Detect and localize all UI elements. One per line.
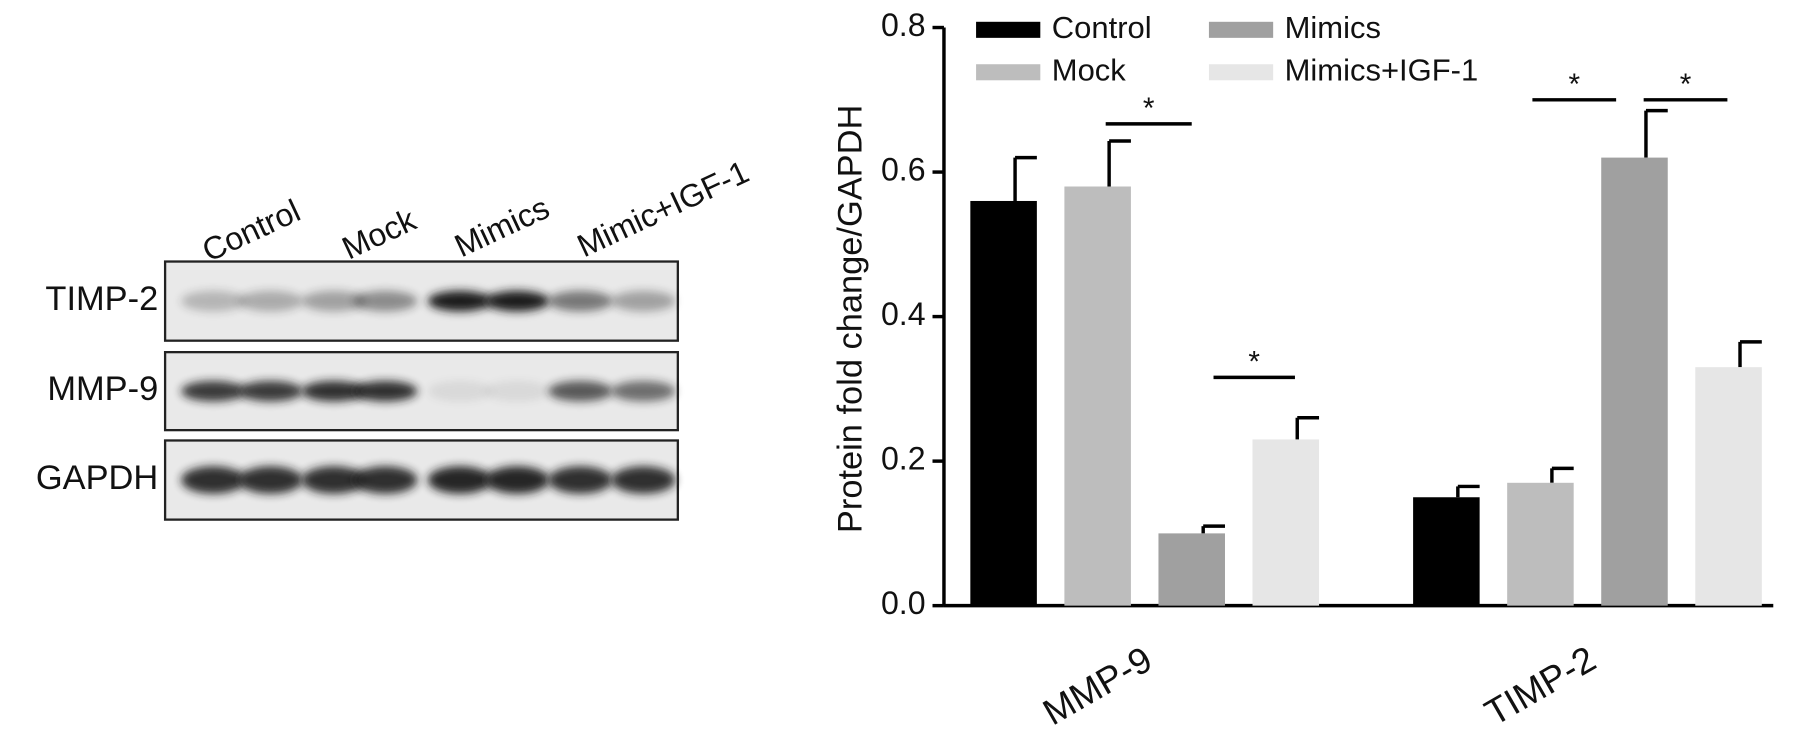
- blot-band: [485, 290, 550, 312]
- bar: [1601, 157, 1668, 606]
- y-tick-label: 0.0: [881, 585, 926, 621]
- significance-label: *: [1143, 92, 1155, 125]
- blot-band: [611, 466, 676, 494]
- blot-band: [301, 466, 366, 494]
- blot-band: [301, 380, 366, 402]
- significance-label: *: [1248, 345, 1260, 378]
- blot-band: [181, 290, 246, 312]
- y-tick-label: 0.8: [881, 7, 926, 43]
- legend-label: Mock: [1052, 52, 1127, 87]
- y-tick-label: 0.2: [881, 441, 926, 477]
- blot-band: [353, 380, 418, 402]
- blot-band: [485, 380, 550, 402]
- y-tick-label: 0.6: [881, 152, 926, 188]
- blot-row-label: TIMP-2: [45, 280, 158, 318]
- blot-band: [353, 290, 418, 312]
- bar: [1507, 482, 1574, 606]
- blot-band: [548, 380, 613, 402]
- legend-swatch: [1208, 64, 1274, 81]
- blot-band: [238, 466, 303, 494]
- significance-label: *: [1680, 68, 1692, 101]
- lane-label: Mock: [337, 201, 423, 266]
- legend-swatch: [976, 64, 1041, 81]
- blot-band: [353, 466, 418, 494]
- lane-label: Mimic+IGF-1: [572, 153, 755, 264]
- significance-label: *: [1568, 68, 1580, 101]
- blot-band: [548, 466, 613, 494]
- lane-label: Mimics: [449, 189, 555, 264]
- y-axis-label: Protein fold change/GAPDH: [831, 105, 869, 533]
- x-tick-label: TIMP-2: [1478, 638, 1603, 734]
- blot-band: [238, 290, 303, 312]
- blot-band: [611, 380, 676, 402]
- legend-swatch: [1208, 21, 1274, 38]
- blot-band: [611, 290, 676, 312]
- x-tick-label: MMP-9: [1036, 638, 1159, 733]
- y-tick-label: 0.4: [881, 296, 926, 332]
- legend-label: Control: [1052, 10, 1152, 45]
- blot-band: [485, 466, 550, 494]
- blot-band: [427, 290, 493, 312]
- legend-label: Mimics: [1285, 10, 1381, 45]
- bar: [1064, 186, 1131, 606]
- bar: [1158, 533, 1225, 606]
- blot-band: [548, 290, 613, 312]
- blot-row-label: MMP-9: [47, 370, 158, 408]
- blot-band: [181, 466, 246, 494]
- bar: [1695, 367, 1762, 606]
- blot-row-label: GAPDH: [36, 459, 158, 497]
- blot-band: [301, 290, 366, 312]
- blot-band: [427, 380, 493, 402]
- bar: [970, 200, 1037, 606]
- legend-swatch: [976, 21, 1041, 38]
- blot-band: [427, 466, 493, 494]
- legend-label: Mimics+IGF-1: [1285, 52, 1479, 87]
- bar: [1413, 497, 1480, 606]
- bar: [1252, 439, 1320, 606]
- blot-band: [181, 380, 246, 402]
- blot-band: [238, 380, 303, 402]
- lane-label: Control: [197, 192, 306, 268]
